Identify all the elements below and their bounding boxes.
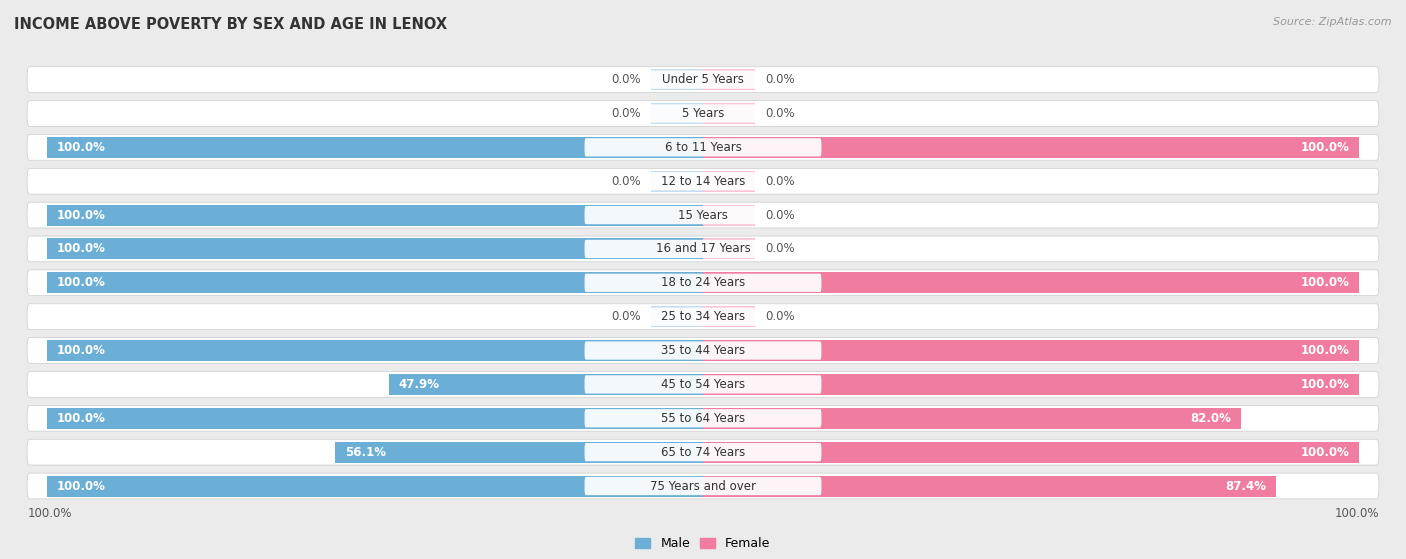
Text: 18 to 24 Years: 18 to 24 Years bbox=[661, 276, 745, 290]
Text: 100.0%: 100.0% bbox=[1301, 141, 1350, 154]
Text: 0.0%: 0.0% bbox=[765, 73, 794, 86]
FancyBboxPatch shape bbox=[27, 338, 1379, 363]
Text: 100.0%: 100.0% bbox=[56, 141, 105, 154]
Text: 0.0%: 0.0% bbox=[612, 73, 641, 86]
Text: Source: ZipAtlas.com: Source: ZipAtlas.com bbox=[1274, 17, 1392, 27]
FancyBboxPatch shape bbox=[651, 306, 703, 327]
FancyBboxPatch shape bbox=[27, 439, 1379, 465]
FancyBboxPatch shape bbox=[651, 69, 703, 90]
FancyBboxPatch shape bbox=[703, 374, 1360, 395]
Text: 100.0%: 100.0% bbox=[1301, 378, 1350, 391]
FancyBboxPatch shape bbox=[46, 340, 703, 361]
FancyBboxPatch shape bbox=[651, 170, 703, 192]
FancyBboxPatch shape bbox=[703, 137, 1360, 158]
Text: 100.0%: 100.0% bbox=[56, 344, 105, 357]
FancyBboxPatch shape bbox=[27, 101, 1379, 126]
FancyBboxPatch shape bbox=[27, 473, 1379, 499]
FancyBboxPatch shape bbox=[585, 342, 821, 359]
Text: 0.0%: 0.0% bbox=[765, 243, 794, 255]
Text: 100.0%: 100.0% bbox=[1334, 507, 1379, 520]
Text: 55 to 64 Years: 55 to 64 Years bbox=[661, 412, 745, 425]
Text: 0.0%: 0.0% bbox=[612, 175, 641, 188]
FancyBboxPatch shape bbox=[585, 70, 821, 89]
FancyBboxPatch shape bbox=[585, 105, 821, 122]
Text: 87.4%: 87.4% bbox=[1226, 480, 1267, 492]
FancyBboxPatch shape bbox=[703, 272, 1360, 293]
FancyBboxPatch shape bbox=[585, 138, 821, 157]
FancyBboxPatch shape bbox=[703, 340, 1360, 361]
Text: 35 to 44 Years: 35 to 44 Years bbox=[661, 344, 745, 357]
Text: 5 Years: 5 Years bbox=[682, 107, 724, 120]
Text: 100.0%: 100.0% bbox=[56, 480, 105, 492]
FancyBboxPatch shape bbox=[27, 270, 1379, 296]
FancyBboxPatch shape bbox=[585, 172, 821, 191]
Text: 100.0%: 100.0% bbox=[56, 243, 105, 255]
FancyBboxPatch shape bbox=[703, 103, 755, 124]
Text: 56.1%: 56.1% bbox=[344, 446, 385, 458]
Text: 25 to 34 Years: 25 to 34 Years bbox=[661, 310, 745, 323]
FancyBboxPatch shape bbox=[703, 69, 755, 90]
Text: 82.0%: 82.0% bbox=[1191, 412, 1232, 425]
FancyBboxPatch shape bbox=[703, 205, 755, 226]
FancyBboxPatch shape bbox=[27, 372, 1379, 397]
FancyBboxPatch shape bbox=[703, 306, 755, 327]
Text: 100.0%: 100.0% bbox=[27, 507, 72, 520]
Text: 45 to 54 Years: 45 to 54 Years bbox=[661, 378, 745, 391]
FancyBboxPatch shape bbox=[27, 135, 1379, 160]
Text: 47.9%: 47.9% bbox=[398, 378, 440, 391]
Text: 100.0%: 100.0% bbox=[56, 209, 105, 221]
FancyBboxPatch shape bbox=[585, 206, 821, 224]
Text: 100.0%: 100.0% bbox=[1301, 276, 1350, 290]
FancyBboxPatch shape bbox=[46, 408, 703, 429]
FancyBboxPatch shape bbox=[585, 477, 821, 495]
Text: 0.0%: 0.0% bbox=[612, 107, 641, 120]
Text: 75 Years and over: 75 Years and over bbox=[650, 480, 756, 492]
FancyBboxPatch shape bbox=[585, 409, 821, 428]
Text: 0.0%: 0.0% bbox=[765, 310, 794, 323]
Text: Under 5 Years: Under 5 Years bbox=[662, 73, 744, 86]
Text: INCOME ABOVE POVERTY BY SEX AND AGE IN LENOX: INCOME ABOVE POVERTY BY SEX AND AGE IN L… bbox=[14, 17, 447, 32]
FancyBboxPatch shape bbox=[46, 239, 703, 259]
FancyBboxPatch shape bbox=[46, 205, 703, 226]
FancyBboxPatch shape bbox=[27, 405, 1379, 431]
Text: 6 to 11 Years: 6 to 11 Years bbox=[665, 141, 741, 154]
FancyBboxPatch shape bbox=[27, 202, 1379, 228]
Text: 12 to 14 Years: 12 to 14 Years bbox=[661, 175, 745, 188]
FancyBboxPatch shape bbox=[46, 137, 703, 158]
FancyBboxPatch shape bbox=[651, 103, 703, 124]
FancyBboxPatch shape bbox=[703, 239, 755, 259]
Text: 15 Years: 15 Years bbox=[678, 209, 728, 221]
FancyBboxPatch shape bbox=[335, 442, 703, 463]
Text: 0.0%: 0.0% bbox=[765, 209, 794, 221]
Text: 65 to 74 Years: 65 to 74 Years bbox=[661, 446, 745, 458]
FancyBboxPatch shape bbox=[585, 240, 821, 258]
FancyBboxPatch shape bbox=[27, 168, 1379, 194]
FancyBboxPatch shape bbox=[27, 236, 1379, 262]
FancyBboxPatch shape bbox=[46, 272, 703, 293]
FancyBboxPatch shape bbox=[585, 307, 821, 326]
FancyBboxPatch shape bbox=[27, 67, 1379, 92]
FancyBboxPatch shape bbox=[388, 374, 703, 395]
Text: 100.0%: 100.0% bbox=[56, 276, 105, 290]
FancyBboxPatch shape bbox=[703, 476, 1277, 496]
FancyBboxPatch shape bbox=[585, 443, 821, 461]
Text: 16 and 17 Years: 16 and 17 Years bbox=[655, 243, 751, 255]
FancyBboxPatch shape bbox=[585, 375, 821, 394]
Legend: Male, Female: Male, Female bbox=[630, 532, 776, 556]
Text: 100.0%: 100.0% bbox=[1301, 344, 1350, 357]
FancyBboxPatch shape bbox=[703, 442, 1360, 463]
Text: 100.0%: 100.0% bbox=[56, 412, 105, 425]
Text: 0.0%: 0.0% bbox=[765, 107, 794, 120]
Text: 0.0%: 0.0% bbox=[765, 175, 794, 188]
FancyBboxPatch shape bbox=[703, 408, 1241, 429]
FancyBboxPatch shape bbox=[585, 274, 821, 292]
Text: 100.0%: 100.0% bbox=[1301, 446, 1350, 458]
FancyBboxPatch shape bbox=[46, 476, 703, 496]
FancyBboxPatch shape bbox=[703, 170, 755, 192]
FancyBboxPatch shape bbox=[27, 304, 1379, 330]
Text: 0.0%: 0.0% bbox=[612, 310, 641, 323]
